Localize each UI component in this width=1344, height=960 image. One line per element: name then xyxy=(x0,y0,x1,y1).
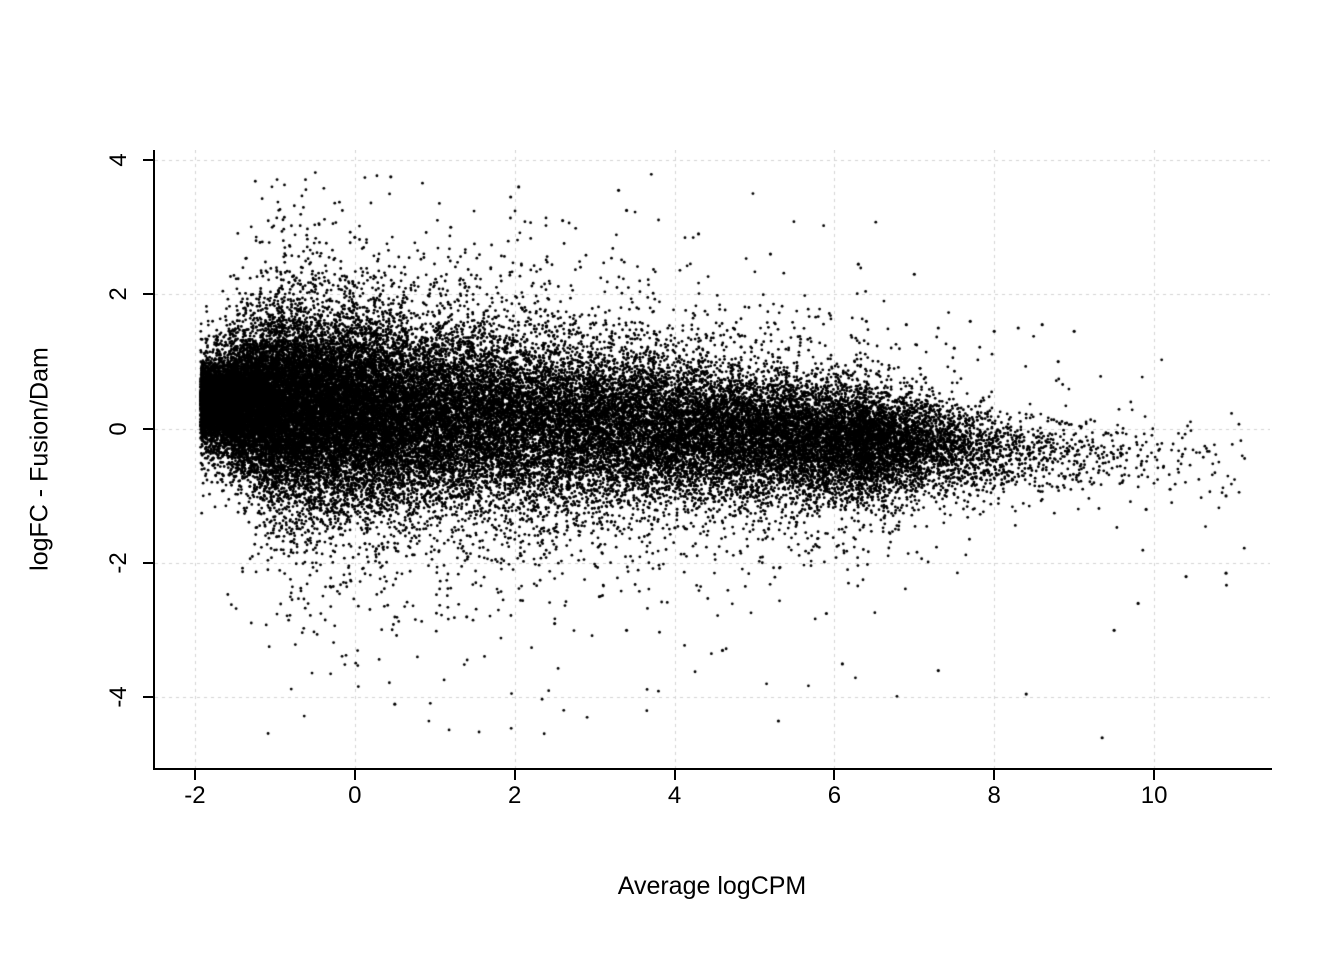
y-tick-0 xyxy=(143,427,153,430)
x-tick-label--2: -2 xyxy=(184,782,206,809)
x-tick-label-8: 8 xyxy=(987,782,1001,809)
x-tick-4 xyxy=(673,770,676,780)
x-tick-label-10: 10 xyxy=(1140,782,1168,809)
y-axis-line xyxy=(153,150,155,770)
x-tick-label-4: 4 xyxy=(667,782,682,809)
y-axis-title: logFC - Fusion/Dam xyxy=(25,347,54,571)
x-tick--2 xyxy=(193,770,196,780)
x-tick-label-0: 0 xyxy=(348,782,362,809)
x-axis-title: Average logCPM xyxy=(617,872,807,900)
y-tick-label--2: -2 xyxy=(105,552,132,574)
x-tick-label-2: 2 xyxy=(507,782,522,809)
y-tick-label--4: -4 xyxy=(105,686,132,709)
scatter-canvas xyxy=(155,150,1270,768)
y-tick-label-2: 2 xyxy=(105,287,132,302)
y-tick-4 xyxy=(143,159,153,162)
x-tick-10 xyxy=(1153,770,1156,780)
x-axis-line xyxy=(153,768,1272,770)
y-tick-label-0: 0 xyxy=(105,422,132,436)
x-tick-0 xyxy=(353,770,356,780)
y-tick-2 xyxy=(143,293,153,296)
y-tick--4 xyxy=(143,696,153,699)
y-tick--2 xyxy=(143,562,153,565)
y-tick-label-4: 4 xyxy=(105,153,132,167)
x-tick-label-6: 6 xyxy=(827,782,842,809)
x-tick-8 xyxy=(993,770,996,780)
x-tick-2 xyxy=(513,770,516,780)
x-tick-6 xyxy=(833,770,836,780)
